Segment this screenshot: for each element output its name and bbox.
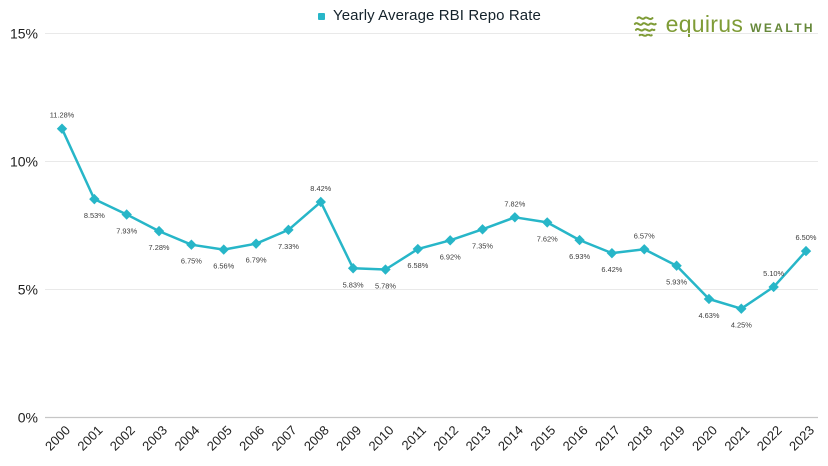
data-point-label: 7.28%	[149, 243, 170, 252]
data-point-marker	[347, 263, 359, 274]
data-point-marker	[283, 224, 294, 236]
data-point-label: 5.10%	[763, 269, 784, 278]
logo-brand-text: equirus	[665, 10, 744, 37]
data-point-label: 6.56%	[213, 262, 234, 271]
x-axis-tick-label: 2019	[657, 423, 688, 454]
data-point-marker	[768, 281, 779, 293]
x-axis-tick-label: 2007	[268, 423, 299, 454]
data-point-label: 5.78%	[375, 282, 396, 291]
data-point-marker	[574, 234, 585, 246]
x-axis-tick-label: 2023	[786, 423, 817, 454]
data-point-marker	[542, 217, 553, 228]
x-axis-tick-label: 2017	[592, 423, 623, 454]
y-axis-tick-label: 5%	[18, 282, 38, 298]
legend-marker-icon	[318, 12, 325, 20]
data-point-marker	[703, 293, 715, 305]
logo-text: equirus WEALTH	[665, 10, 815, 37]
data-point-label: 6.58%	[407, 261, 428, 270]
data-point-label: 8.42%	[310, 184, 331, 193]
data-point-marker	[315, 196, 326, 208]
x-axis-tick-label: 2012	[430, 423, 461, 454]
y-axis-tick-label: 15%	[10, 26, 38, 42]
data-point-marker	[606, 247, 618, 259]
data-point-label: 7.35%	[472, 241, 493, 250]
x-axis-tick-label: 2018	[624, 423, 655, 454]
data-point-marker	[250, 238, 262, 249]
data-point-marker	[153, 225, 165, 237]
equirus-wealth-logo: equirus WEALTH	[629, 8, 815, 40]
x-axis-tick-label: 2011	[399, 423, 429, 453]
data-point-marker	[412, 243, 424, 255]
data-point-label: 6.50%	[796, 233, 817, 242]
x-axis-tick-label: 2002	[107, 423, 138, 454]
data-point-marker	[444, 235, 456, 246]
data-point-marker	[121, 209, 132, 220]
data-point-marker	[380, 264, 391, 275]
series-line	[60, 127, 808, 310]
x-axis-tick-label: 2014	[495, 423, 526, 454]
x-axis-tick-label: 2008	[301, 423, 332, 454]
x-axis-tick-label: 2022	[754, 423, 785, 454]
x-axis-tick-label: 2016	[560, 423, 591, 454]
data-point-label: 6.75%	[181, 257, 202, 266]
x-axis-tick-label: 2004	[171, 423, 202, 454]
data-point-label: 4.63%	[698, 311, 719, 320]
equirus-leaf-icon	[633, 16, 657, 37]
y-axis-tick-label: 10%	[10, 154, 38, 170]
data-point-label: 6.42%	[601, 265, 622, 274]
x-axis-tick-label: 2003	[139, 423, 170, 454]
data-point-marker	[218, 244, 229, 255]
data-point-marker	[800, 245, 812, 257]
x-axis-tick-label: 2013	[463, 423, 494, 454]
y-axis-tick-label: 0%	[18, 410, 38, 426]
chart-legend: Yearly Average RBI Repo Rate	[318, 7, 541, 24]
data-point-marker	[639, 244, 650, 255]
data-point-marker	[186, 239, 197, 250]
x-axis-tick-label: 2006	[236, 423, 267, 454]
data-point-label: 7.93%	[116, 226, 137, 235]
data-point-label: 6.57%	[634, 231, 655, 240]
data-point-marker	[509, 212, 521, 223]
data-point-label: 7.82%	[504, 199, 525, 208]
data-point-label: 7.62%	[537, 234, 558, 243]
data-point-marker	[477, 224, 488, 235]
x-axis-tick-label: 2009	[333, 423, 364, 454]
data-point-label: 8.53%	[84, 211, 105, 220]
data-point-marker	[56, 123, 68, 134]
data-point-marker	[671, 260, 682, 271]
logo-wealth-text: WEALTH	[750, 20, 815, 35]
x-axis-tick-label: 2021	[721, 423, 752, 454]
x-axis-tick-label: 2015	[527, 423, 558, 454]
x-axis-tick-label: 2005	[204, 423, 235, 454]
data-point-marker	[736, 303, 747, 314]
data-point-label: 5.83%	[343, 280, 364, 289]
x-axis-tick-label: 2010	[366, 423, 397, 454]
data-point-label: 11.28%	[50, 111, 75, 120]
data-point-label: 4.25%	[731, 321, 752, 330]
data-point-label: 6.79%	[246, 256, 267, 265]
data-point-label: 6.92%	[440, 252, 461, 261]
data-point-marker	[89, 193, 100, 205]
x-axis-tick-label: 2001	[74, 423, 105, 454]
x-axis-tick-label: 2000	[42, 423, 73, 454]
data-point-label: 7.33%	[278, 242, 299, 251]
data-point-label: 6.93%	[569, 252, 590, 261]
x-axis-tick-label: 2020	[689, 423, 720, 454]
legend-label: Yearly Average RBI Repo Rate	[333, 7, 541, 24]
data-point-label: 5.93%	[666, 278, 687, 287]
